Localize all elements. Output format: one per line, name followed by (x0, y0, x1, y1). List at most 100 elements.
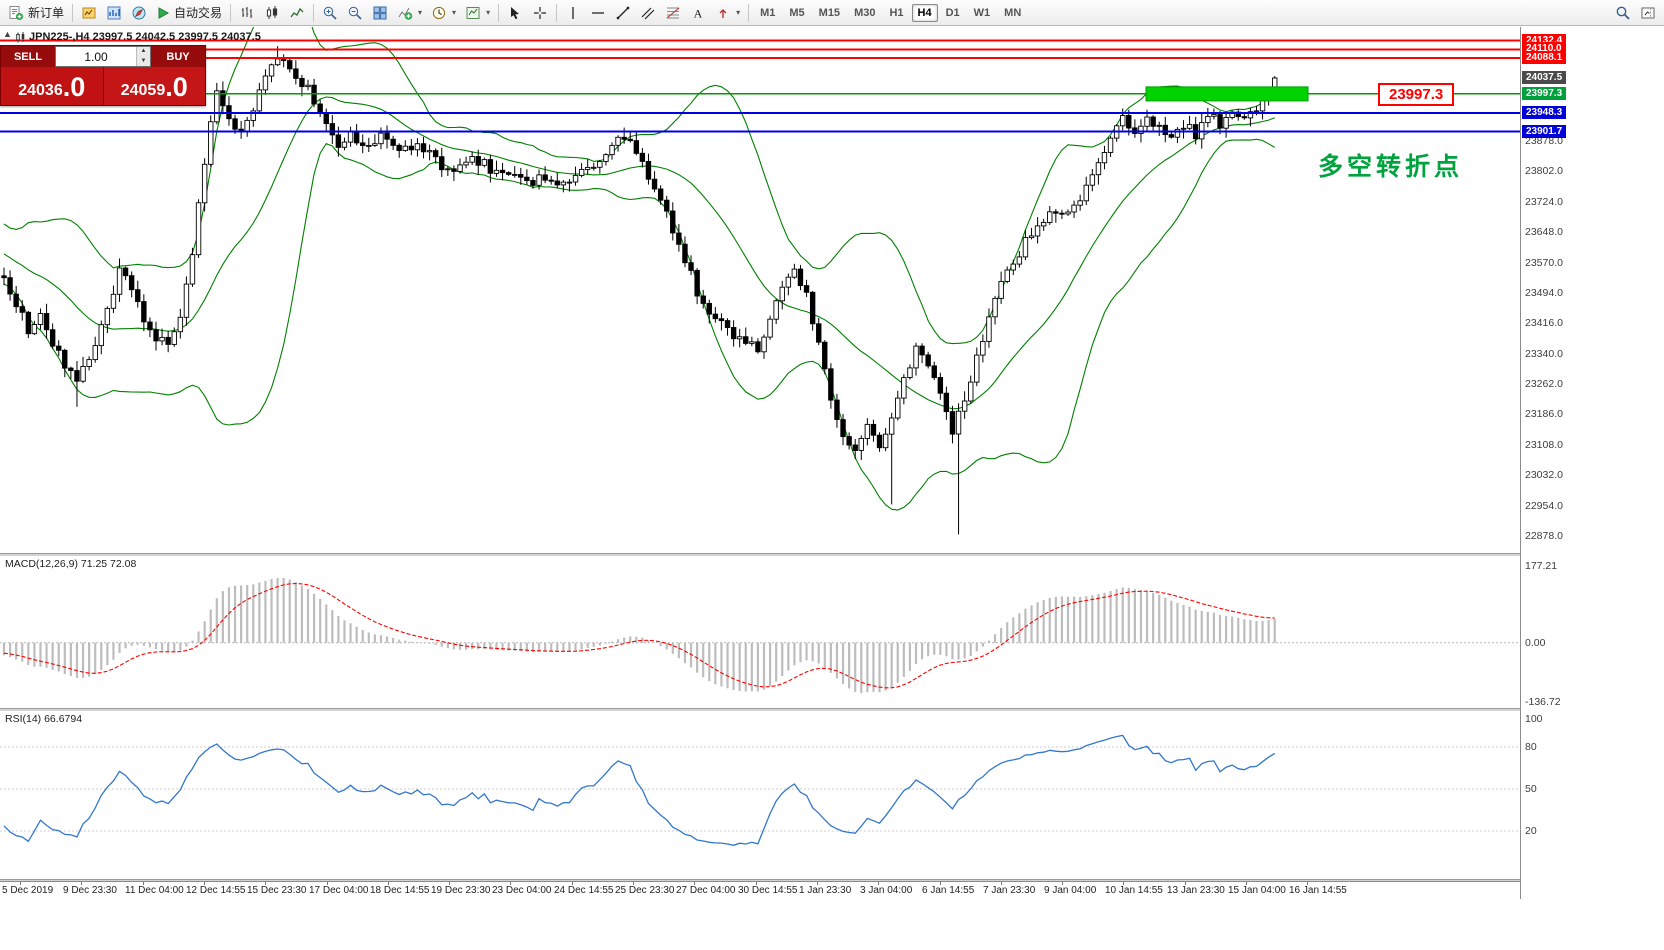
channel-tool[interactable] (636, 2, 660, 24)
vertical-line-icon (572, 6, 574, 19)
macd-axis-label: 0.00 (1525, 637, 1546, 649)
rsi-canvas[interactable] (0, 711, 1520, 879)
price-axis-label: 23648.0 (1525, 226, 1563, 238)
volume-field: ▲ ▼ (55, 46, 151, 67)
arrow-object-icon (719, 8, 727, 18)
dropdown-caret: ▾ (418, 8, 423, 17)
macd-label: MACD(12,26,9) 71.25 72.08 (5, 558, 137, 570)
buy-price-main: 24059 (120, 82, 166, 99)
time-tick (143, 882, 144, 885)
fibonacci-tool[interactable] (661, 2, 685, 24)
timeframe-d1[interactable]: D1 (940, 4, 966, 22)
rsi-axis-label: 100 (1525, 713, 1543, 725)
timeframe-w1[interactable]: W1 (968, 4, 997, 22)
candlestick-chart-button[interactable] (260, 2, 284, 24)
text-tool[interactable]: A (686, 2, 710, 24)
time-tick (449, 882, 450, 885)
fibonacci-icon (666, 7, 680, 18)
price-tag: 23948.3 (1522, 106, 1567, 119)
price-axis-label: 22878.0 (1525, 530, 1563, 542)
chart-shift-button[interactable] (1636, 2, 1660, 24)
tile-windows-button[interactable] (368, 2, 392, 24)
market-watch-button[interactable] (102, 2, 126, 24)
timeframe-h4[interactable]: H4 (911, 3, 938, 22)
pane-splitter[interactable] (0, 708, 1664, 711)
volume-increase-button[interactable]: ▲ (137, 47, 150, 57)
one-click-collapse-arrow[interactable]: ▲ (3, 29, 12, 39)
sell-price-button[interactable]: 24036.0 (1, 67, 104, 105)
main-chart-pane: ▲ JPN225-,H4 23997.5 24042.5 23997.5 240… (0, 0, 1520, 553)
horizontal-line-tool[interactable] (586, 2, 610, 24)
time-tick (265, 882, 266, 885)
macd-canvas[interactable] (0, 556, 1520, 708)
search-icon (1616, 6, 1630, 20)
price-axis-label: 23262.0 (1525, 378, 1563, 390)
time-tick (1062, 882, 1063, 885)
time-tick (20, 882, 21, 885)
market-watch-icon (107, 6, 121, 19)
chart-list-button[interactable] (77, 2, 101, 24)
time-axis-label: 10 Jan 14:55 (1105, 885, 1163, 896)
trendline-tool[interactable] (611, 2, 635, 24)
zoom-out-icon (348, 6, 362, 20)
quote-line: JPN225-,H4 23997.5 24042.5 23997.5 24037… (29, 31, 261, 43)
timeframe-m30[interactable]: M30 (848, 4, 881, 22)
buy-price-button[interactable]: 24059.0 (103, 67, 205, 105)
indicators-button[interactable]: ▾ (393, 2, 426, 24)
timeframe-m5[interactable]: M5 (783, 4, 810, 22)
templates-button[interactable]: ▾ (461, 2, 494, 24)
macd-pane: MACD(12,26,9) 71.25 72.08 (0, 556, 1520, 708)
price-axis-label: 23724.0 (1525, 196, 1563, 208)
toolbar-separator (748, 3, 750, 22)
price-tag: 24088.1 (1522, 51, 1567, 64)
sell-header[interactable]: SELL (1, 46, 55, 67)
crosshair-button[interactable] (528, 2, 552, 24)
toolbar: 新订单 自动交易 (0, 0, 1664, 26)
price-axis-label: 23416.0 (1525, 317, 1563, 329)
price-axis-label: 23186.0 (1525, 408, 1563, 420)
time-tick (940, 882, 941, 885)
time-axis[interactable]: 5 Dec 2019 9 Dec 23:30 11 Dec 04:00 12 Dec … (0, 881, 1520, 899)
vertical-line-tool[interactable] (561, 2, 585, 24)
main-chart-canvas[interactable] (0, 0, 1520, 553)
bar-chart-button[interactable] (235, 2, 259, 24)
navigator-button[interactable] (127, 2, 151, 24)
arrows-tool[interactable]: ▾ (711, 2, 744, 24)
line-chart-button[interactable] (285, 2, 309, 24)
chinese-annotation-text: 多空转折点 (1318, 153, 1464, 181)
cursor-icon (511, 6, 520, 19)
time-axis-label: 27 Dec 04:00 (676, 885, 736, 896)
time-tick (1307, 882, 1308, 885)
price-axis[interactable]: 23878.0 23802.0 23724.0 23648.0 23570.0 23494… (1520, 27, 1664, 899)
timeframe-m15[interactable]: M15 (813, 4, 846, 22)
search-button[interactable] (1611, 2, 1635, 24)
crosshair-icon (534, 6, 547, 19)
price-axis-label: 23802.0 (1525, 165, 1563, 177)
autotrading-play-icon (158, 6, 170, 19)
volume-input[interactable] (56, 47, 136, 66)
timeframe-group: M1 M5 M15 M30 H1 H4 D1 W1 MN (753, 3, 1028, 22)
new-order-button[interactable]: 新订单 (4, 2, 68, 24)
sell-price-main: 24036 (18, 82, 63, 99)
autotrading-button[interactable]: 自动交易 (152, 2, 226, 24)
pane-splitter[interactable] (0, 879, 1664, 881)
price-tag: 23997.3 (1522, 87, 1567, 100)
time-axis-label: 3 Jan 04:00 (860, 885, 913, 896)
bar-chart-icon (241, 6, 253, 18)
time-tick (756, 882, 757, 885)
zoom-out-button[interactable] (343, 2, 367, 24)
volume-decrease-button[interactable]: ▼ (137, 56, 150, 66)
timeframe-m1[interactable]: M1 (754, 4, 781, 22)
time-axis-label: 23 Dec 04:00 (492, 885, 552, 896)
timeframe-h1[interactable]: H1 (883, 4, 909, 22)
buy-header[interactable]: BUY (151, 46, 205, 67)
toolbar-separator (230, 3, 232, 22)
periods-button[interactable]: ▾ (427, 2, 460, 24)
pane-splitter[interactable] (0, 553, 1664, 556)
time-tick (572, 882, 573, 885)
cursor-button[interactable] (503, 2, 527, 24)
price-axis-label: 22954.0 (1525, 500, 1563, 512)
timeframe-mn[interactable]: MN (998, 4, 1027, 22)
zoom-in-button[interactable] (318, 2, 342, 24)
